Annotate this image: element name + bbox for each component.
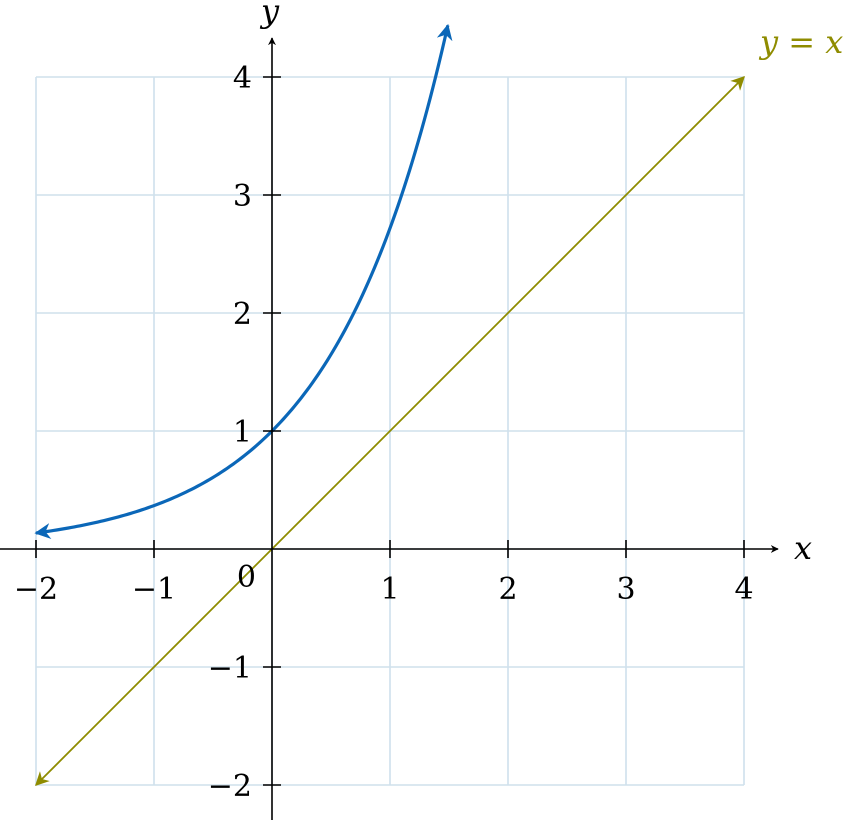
- x-tick-label: 3: [616, 572, 635, 607]
- y-tick-label: −1: [208, 651, 252, 686]
- x-tick-label: −1: [132, 572, 176, 607]
- x-tick-label: 2: [498, 572, 517, 607]
- y-axis-label: y: [259, 0, 280, 30]
- x-axis-label: x: [794, 529, 812, 567]
- y-tick-label: 4: [233, 61, 252, 96]
- series-label: y = x: [758, 23, 843, 61]
- y-tick-label: 2: [233, 297, 252, 332]
- origin-label: 0: [237, 560, 256, 595]
- x-tick-label: 1: [380, 572, 399, 607]
- x-tick-label: −2: [14, 572, 58, 607]
- series-layer: [34, 23, 745, 786]
- axes: [0, 37, 779, 820]
- labels: y = x −2 −1 1 2 3 4 −2 −1 1 2 3 4 0 x y: [14, 0, 843, 804]
- x-tick-label: 4: [734, 572, 753, 607]
- y-tick-label: −2: [208, 769, 252, 804]
- series-line-exp: [34, 23, 453, 540]
- y-tick-label: 1: [233, 415, 252, 450]
- y-tick-label: 3: [233, 179, 252, 214]
- series-line-identity: [35, 76, 745, 786]
